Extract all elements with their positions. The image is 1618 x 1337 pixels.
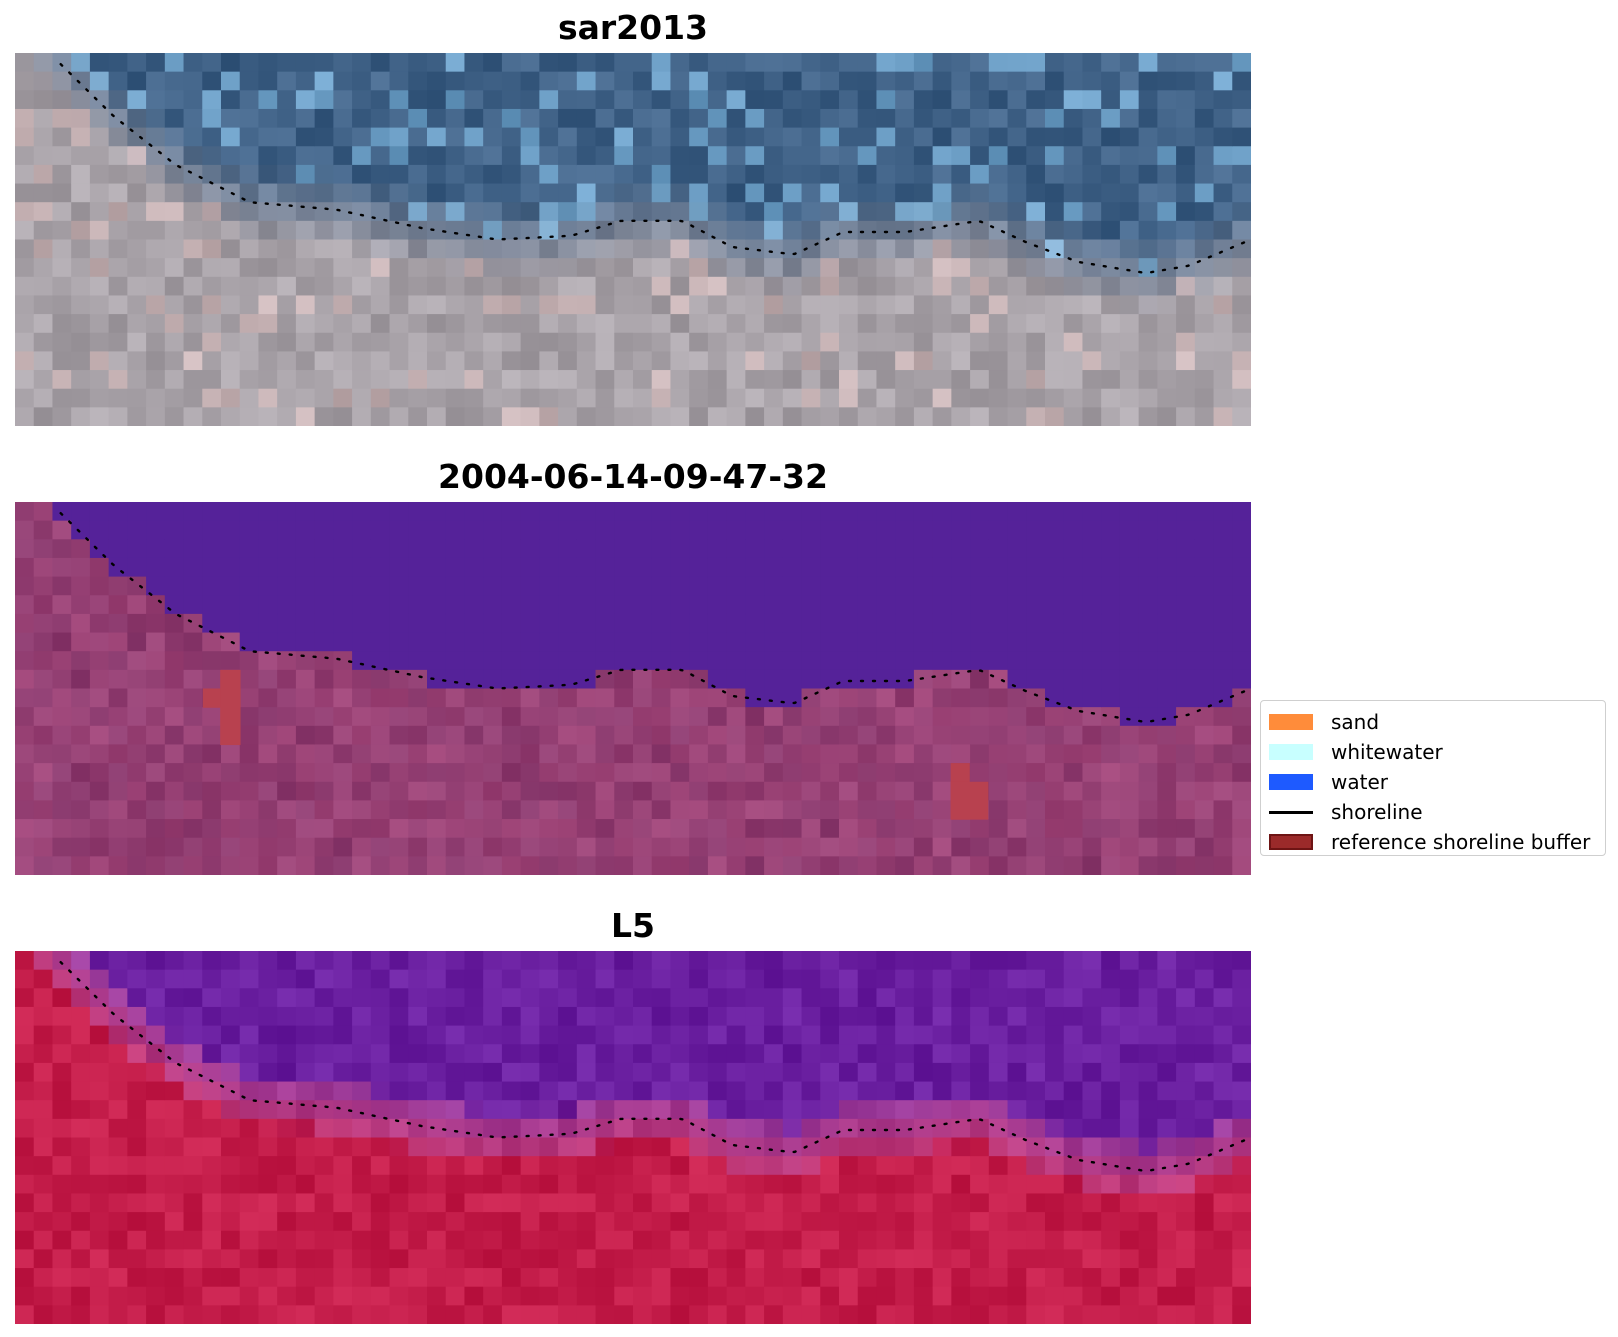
shoreline: [59, 960, 1251, 1172]
legend-item-water: water: [1269, 767, 1605, 797]
legend-label-shoreline: shoreline: [1331, 800, 1423, 824]
legend: sand whitewater water shoreline referenc…: [1260, 700, 1606, 856]
legend-item-reference-buffer: reference shoreline buffer: [1269, 827, 1605, 857]
legend-item-shoreline: shoreline: [1269, 797, 1605, 827]
satellite-rgb-panel: [15, 53, 1251, 426]
legend-label-reference-buffer: reference shoreline buffer: [1331, 830, 1591, 854]
legend-line-shoreline: [1269, 810, 1313, 814]
shoreline: [59, 62, 1251, 274]
legend-item-sand: sand: [1269, 707, 1605, 737]
legend-label-whitewater: whitewater: [1331, 740, 1443, 764]
legend-swatch-water: [1269, 774, 1313, 790]
classified-image-panel: [15, 502, 1251, 875]
panel-title-date: 2004-06-14-09-47-32: [438, 457, 828, 496]
water-index-panel: [15, 951, 1251, 1324]
panel-title-sar2013: sar2013: [557, 8, 709, 47]
legend-label-sand: sand: [1331, 710, 1380, 734]
legend-swatch-reference-buffer: [1269, 834, 1313, 850]
shoreline: [59, 511, 1251, 723]
legend-label-water: water: [1331, 770, 1388, 794]
legend-item-whitewater: whitewater: [1269, 737, 1605, 767]
legend-swatch-whitewater: [1269, 744, 1313, 760]
legend-swatch-sand: [1269, 714, 1313, 730]
panel-title-l5: L5: [611, 906, 655, 945]
